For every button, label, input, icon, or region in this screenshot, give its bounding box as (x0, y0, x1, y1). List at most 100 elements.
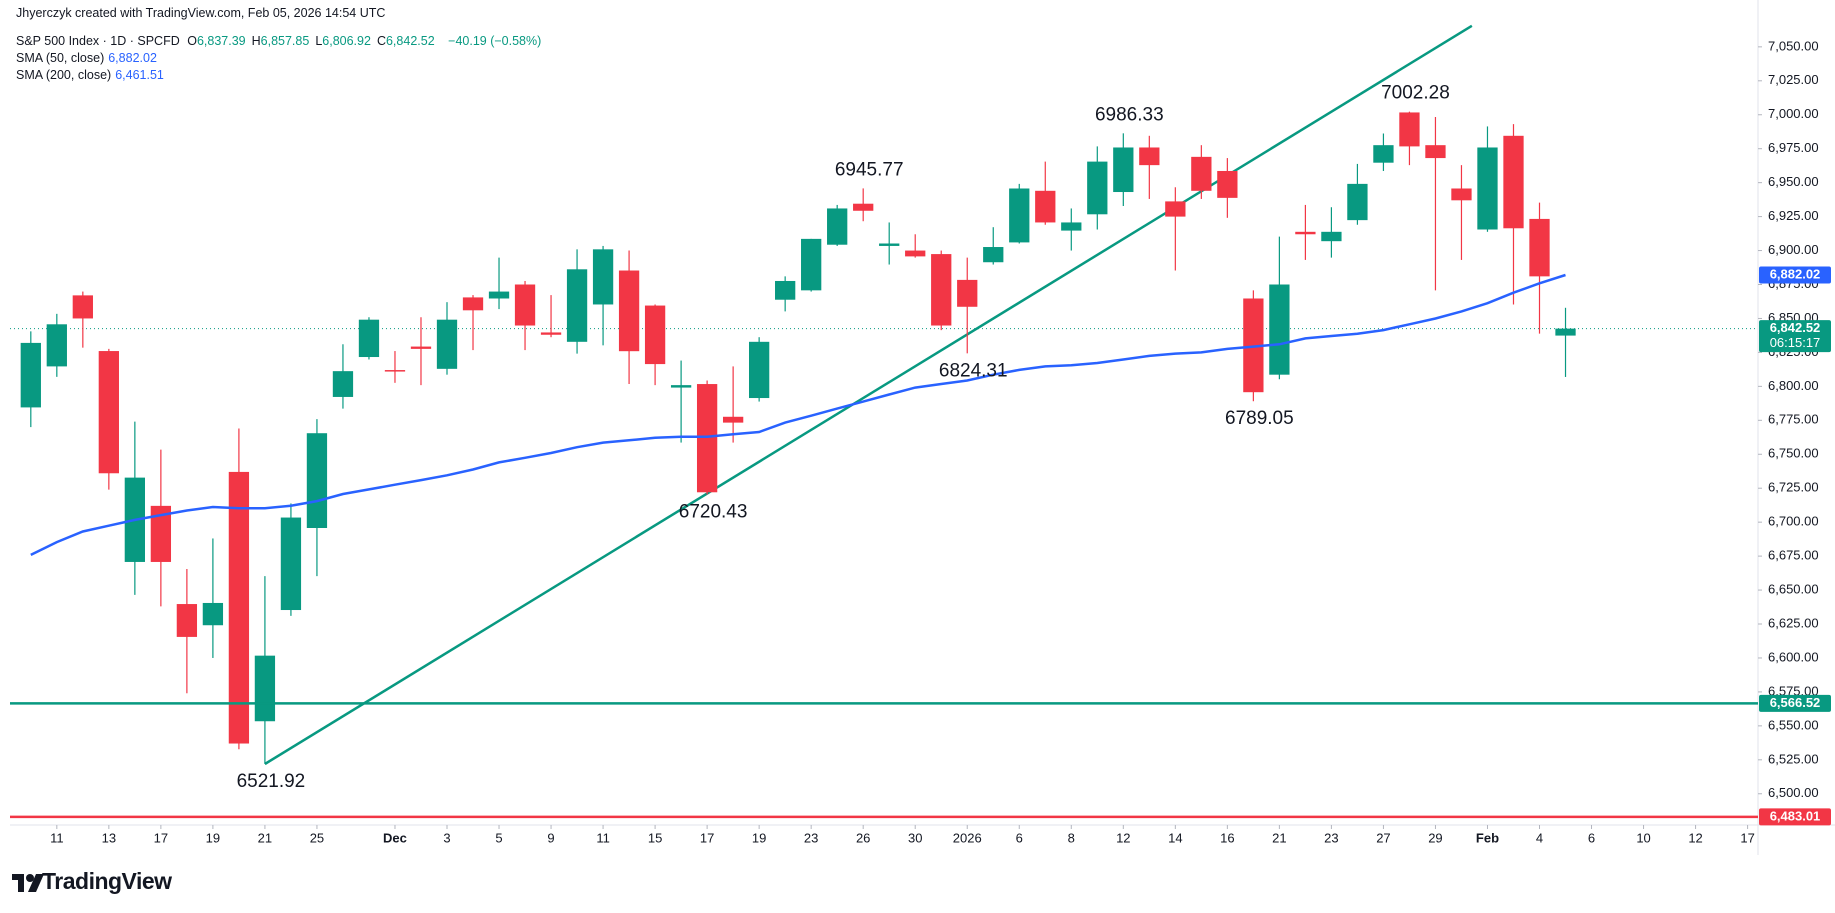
candle-body (1555, 328, 1576, 336)
y-tick-label: 7,050.00 (1768, 38, 1819, 53)
x-tick-label: 12 (1116, 830, 1130, 845)
candle-body (957, 279, 978, 307)
x-tick-label: 29 (1428, 830, 1442, 845)
ohlc-key: C (376, 34, 386, 48)
candle-body (228, 471, 250, 744)
candle-body (983, 247, 1004, 263)
annotation: 6720.43 (679, 501, 748, 522)
ohlc-item: H6,857.85 (252, 34, 310, 48)
annotation: 6521.92 (237, 771, 306, 792)
candle-body (1217, 170, 1238, 198)
candle-body (670, 385, 692, 388)
y-tick-label: 6,775.00 (1768, 412, 1819, 427)
candle-body (98, 351, 119, 474)
candle-body (853, 203, 874, 211)
x-tick-label: 13 (102, 830, 116, 845)
indicator-name: SMA (200, close) (16, 68, 112, 82)
candle-body (775, 280, 796, 300)
candle-body (384, 370, 406, 372)
ohlc-item: O6,837.39 (187, 34, 245, 48)
x-tick-label: 17 (700, 830, 714, 845)
x-tick-label: 11 (50, 830, 64, 845)
candle-body (905, 250, 926, 257)
trendline (264, 24, 1473, 766)
price-tag (1759, 808, 1831, 826)
candle-body (1087, 161, 1108, 215)
change: −40.19 (−0.58%) (448, 34, 542, 48)
annotation: 6824.31 (939, 360, 1008, 381)
candle-body (592, 249, 614, 305)
y-tick-label: 6,500.00 (1768, 785, 1819, 800)
candle-body (1269, 284, 1290, 375)
candle-body (332, 371, 354, 397)
candle-body (306, 433, 328, 528)
y-tick-label: 6,900.00 (1768, 242, 1819, 257)
y-tick-label: 6,700.00 (1768, 514, 1819, 529)
candle-body (358, 319, 380, 358)
x-tick-label: 14 (1168, 830, 1182, 845)
x-tick-label: 19 (752, 830, 766, 845)
x-tick-label: 17 (1740, 830, 1754, 845)
x-tick-label: 16 (1220, 830, 1234, 845)
ohlc-item: L6,806.92 (315, 34, 371, 48)
price-tag (1759, 266, 1831, 284)
ohlc-key: L (315, 34, 323, 48)
x-tick-label: 6 (1588, 830, 1595, 845)
x-tick-label: 12 (1688, 830, 1702, 845)
candle-body (1399, 112, 1420, 147)
y-tick-label: 6,625.00 (1768, 615, 1819, 630)
candle-body (748, 341, 770, 399)
price-tag-countdown: 06:15:17 (1770, 335, 1821, 350)
x-tick-label: Feb (1476, 830, 1499, 845)
candle-body (280, 517, 302, 611)
y-tick-label: 7,000.00 (1768, 106, 1819, 121)
price-tag (1759, 320, 1831, 353)
x-tick-label: 4 (1536, 830, 1543, 845)
x-tick-label: 9 (547, 830, 554, 845)
candle-body (1035, 190, 1056, 223)
price-tag-label: 6,842.52 (1770, 320, 1821, 335)
ohlc-key: O (187, 34, 197, 48)
x-tick-label: 2026 (953, 830, 982, 845)
logo-shape (12, 874, 24, 892)
logo-shape (28, 874, 44, 892)
candle-body (1373, 145, 1394, 163)
candle-body (150, 505, 172, 562)
ohlc: O6,837.39 H6,857.85 L6,806.92 C6,842.52 (187, 34, 440, 48)
candle-body (254, 655, 276, 722)
ohlc-value: 6,857.85 (260, 34, 310, 48)
x-tick-label: Dec (383, 830, 407, 845)
x-tick-label: 26 (856, 830, 870, 845)
y-tick-label: 6,725.00 (1768, 480, 1819, 495)
candle-body (20, 342, 41, 408)
symbol-legend: S&P 500 Index · 1D · SPCFD O6,837.39 H6,8… (16, 34, 545, 48)
x-tick-label: 30 (908, 830, 922, 845)
candle-body (1425, 145, 1446, 159)
y-tick-label: 6,600.00 (1768, 649, 1819, 664)
candle-body (514, 284, 536, 326)
x-tick-label: 23 (1324, 830, 1338, 845)
x-axis: 11 13 17 19 21 25 Dec 3 5 9 11 15 17 19 23 26 30 2026 6 8 12… (50, 825, 1755, 845)
candle-body (1191, 156, 1212, 191)
y-tick-label: 6,750.00 (1768, 446, 1819, 461)
y-tick-label: 6,650.00 (1768, 581, 1819, 596)
indicator-name: SMA (50, close) (16, 51, 105, 65)
candle-body (1009, 188, 1030, 243)
candle-body (462, 297, 484, 311)
candle-body (176, 604, 198, 637)
x-tick-label: 25 (310, 830, 324, 845)
y-tick-label: 6,525.00 (1768, 751, 1819, 766)
candle-body (879, 243, 900, 246)
sma-line (30, 273, 1566, 557)
x-tick-label: 3 (443, 830, 450, 845)
ohlc-value: 6,806.92 (322, 34, 371, 48)
x-tick-label: 10 (1636, 830, 1650, 845)
y-tick-label: 6,975.00 (1768, 140, 1819, 155)
candle-body (1321, 231, 1342, 242)
candle-body (46, 324, 67, 367)
candle-body (1503, 135, 1524, 229)
candle-body (1165, 201, 1186, 217)
brand: TradingView (42, 868, 172, 894)
candle-body (1295, 231, 1316, 235)
